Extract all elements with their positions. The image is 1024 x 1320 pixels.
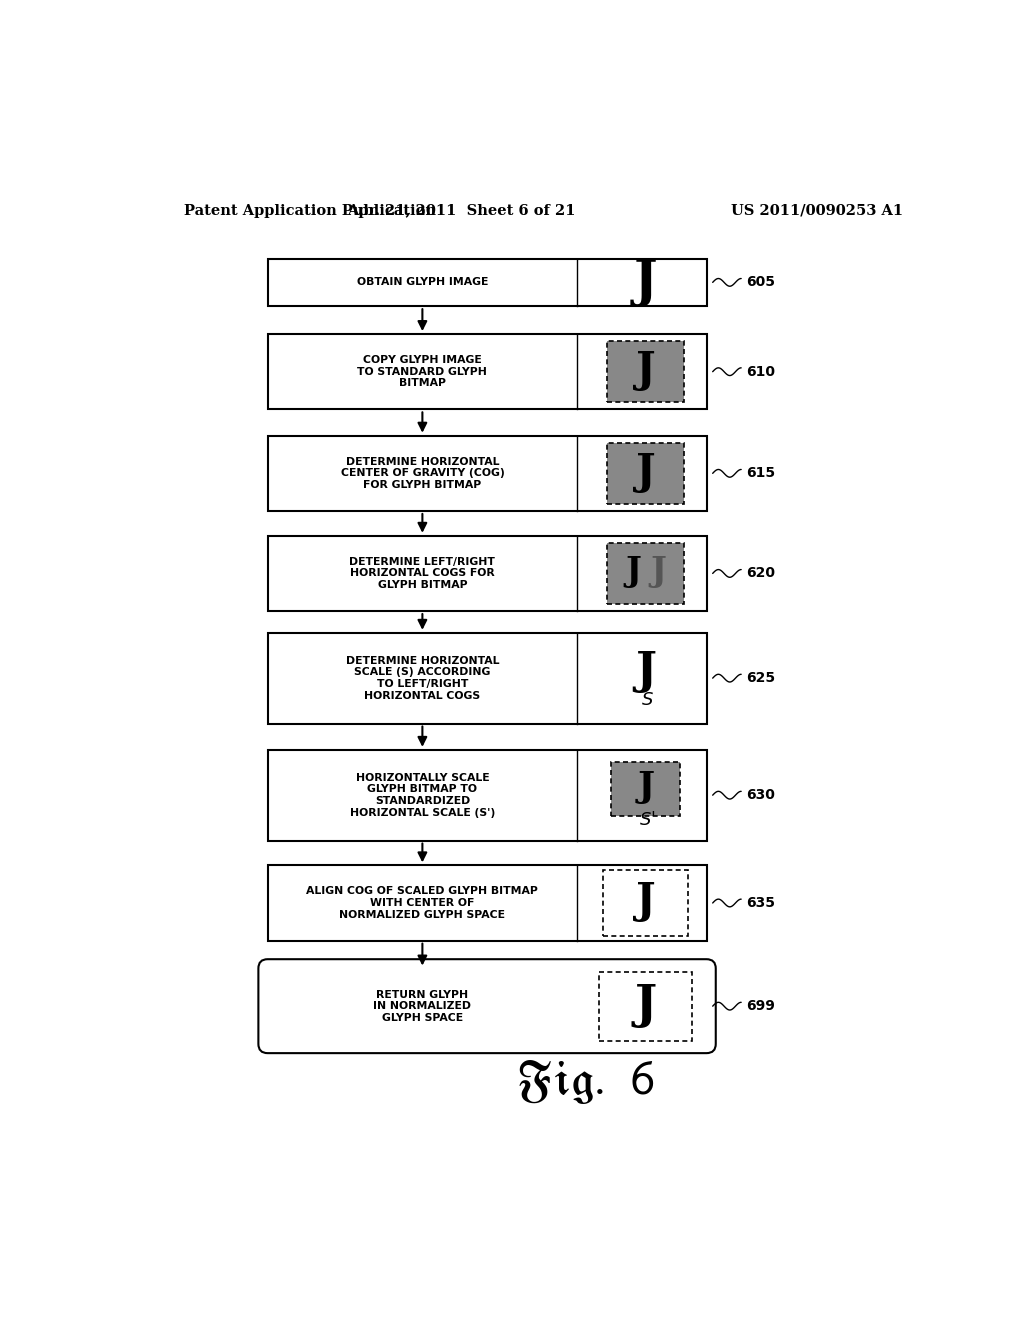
FancyBboxPatch shape bbox=[607, 442, 684, 504]
FancyBboxPatch shape bbox=[267, 259, 707, 306]
FancyBboxPatch shape bbox=[258, 960, 716, 1053]
Text: DETERMINE LEFT/RIGHT
HORIZONTAL COGS FOR
GLYPH BITMAP: DETERMINE LEFT/RIGHT HORIZONTAL COGS FOR… bbox=[349, 557, 496, 590]
Text: 625: 625 bbox=[746, 671, 776, 685]
Text: OBTAIN GLYPH IMAGE: OBTAIN GLYPH IMAGE bbox=[356, 277, 488, 288]
Text: J: J bbox=[636, 350, 655, 391]
Text: 635: 635 bbox=[746, 896, 775, 909]
Text: COPY GLYPH IMAGE
TO STANDARD GLYPH
BITMAP: COPY GLYPH IMAGE TO STANDARD GLYPH BITMA… bbox=[357, 355, 487, 388]
Text: ALIGN COG OF SCALED GLYPH BITMAP
WITH CENTER OF
NORMALIZED GLYPH SPACE: ALIGN COG OF SCALED GLYPH BITMAP WITH CE… bbox=[306, 887, 539, 920]
Text: HORIZONTALLY SCALE
GLYPH BITMAP TO
STANDARDIZED
HORIZONTAL SCALE (S'): HORIZONTALLY SCALE GLYPH BITMAP TO STAND… bbox=[350, 772, 495, 817]
FancyBboxPatch shape bbox=[603, 870, 688, 936]
FancyBboxPatch shape bbox=[267, 334, 707, 409]
Text: DETERMINE HORIZONTAL
CENTER OF GRAVITY (COG)
FOR GLYPH BITMAP: DETERMINE HORIZONTAL CENTER OF GRAVITY (… bbox=[341, 457, 504, 490]
Text: J: J bbox=[637, 771, 654, 804]
Text: J: J bbox=[636, 880, 655, 923]
Text: RETURN GLYPH
IN NORMALIZED
GLYPH SPACE: RETURN GLYPH IN NORMALIZED GLYPH SPACE bbox=[374, 990, 471, 1023]
FancyBboxPatch shape bbox=[267, 866, 707, 941]
Text: 699: 699 bbox=[746, 999, 775, 1014]
FancyBboxPatch shape bbox=[607, 543, 684, 605]
Text: J: J bbox=[635, 651, 656, 693]
Text: Patent Application Publication: Patent Application Publication bbox=[184, 203, 436, 218]
Text: $\mathfrak{Fig.\ 6}$: $\mathfrak{Fig.\ 6}$ bbox=[516, 1059, 654, 1106]
Text: J: J bbox=[626, 556, 641, 589]
Text: 610: 610 bbox=[746, 364, 775, 379]
FancyBboxPatch shape bbox=[267, 536, 707, 611]
FancyBboxPatch shape bbox=[599, 972, 692, 1040]
Text: US 2011/0090253 A1: US 2011/0090253 A1 bbox=[731, 203, 903, 218]
Text: 615: 615 bbox=[746, 466, 776, 480]
Text: $\mathit{S}$': $\mathit{S}$' bbox=[639, 810, 655, 829]
FancyBboxPatch shape bbox=[267, 632, 707, 723]
Text: J: J bbox=[635, 982, 656, 1028]
Text: 605: 605 bbox=[746, 276, 775, 289]
Text: 620: 620 bbox=[746, 566, 775, 581]
Text: 630: 630 bbox=[746, 788, 775, 803]
Text: J: J bbox=[636, 451, 655, 492]
FancyBboxPatch shape bbox=[267, 436, 707, 511]
Text: $\mathit{S}$: $\mathit{S}$ bbox=[641, 690, 653, 709]
FancyBboxPatch shape bbox=[607, 341, 684, 403]
Text: J: J bbox=[634, 257, 657, 306]
Text: Apr. 21, 2011  Sheet 6 of 21: Apr. 21, 2011 Sheet 6 of 21 bbox=[347, 203, 575, 218]
Text: J: J bbox=[650, 556, 666, 589]
FancyBboxPatch shape bbox=[611, 762, 680, 816]
FancyBboxPatch shape bbox=[267, 750, 707, 841]
Text: DETERMINE HORIZONTAL
SCALE (S) ACCORDING
TO LEFT/RIGHT
HORIZONTAL COGS: DETERMINE HORIZONTAL SCALE (S) ACCORDING… bbox=[346, 656, 499, 701]
